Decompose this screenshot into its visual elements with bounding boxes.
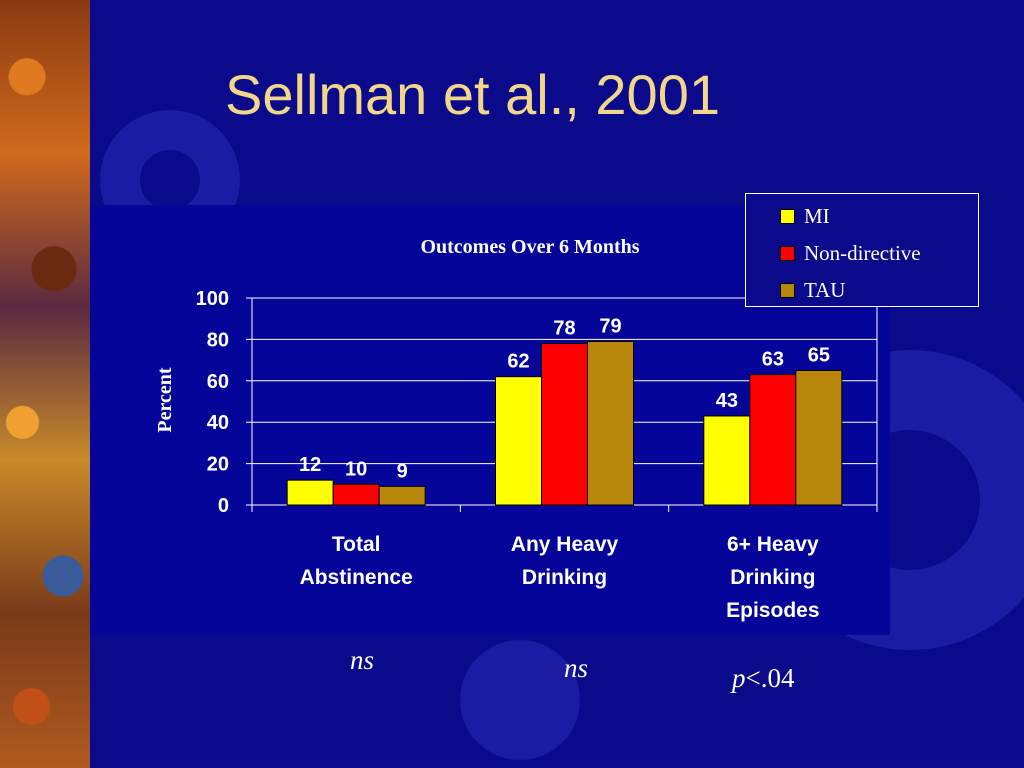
- bar: [795, 369, 843, 506]
- significance-rest: <.04: [745, 663, 795, 693]
- bar: [286, 479, 334, 506]
- data-label: 43: [716, 390, 738, 412]
- legend-label-non-directive: Non-directive: [804, 241, 921, 265]
- y-tick-label: 100: [196, 288, 229, 310]
- x-tick-label: Drinking: [522, 566, 607, 589]
- y-tick-label: 40: [207, 412, 229, 434]
- data-label: 62: [507, 351, 529, 373]
- bar: [703, 415, 751, 506]
- y-tick-label: 80: [207, 329, 229, 351]
- y-axis-label: Percent: [154, 367, 176, 432]
- significance-italic: ns: [564, 653, 589, 683]
- y-tick-label: 60: [207, 371, 229, 393]
- significance-italic: ns: [350, 645, 375, 675]
- significance-total-abstinence: ns: [350, 645, 374, 676]
- x-tick-label: Abstinence: [300, 566, 413, 589]
- chart-legend: MI Non-directive TAU: [745, 193, 979, 307]
- legend-item-mi: MI: [780, 204, 830, 229]
- chart-title: Outcomes Over 6 Months: [420, 236, 639, 258]
- data-label: 12: [299, 454, 321, 476]
- x-tick-label: Episodes: [726, 599, 819, 622]
- data-label: 10: [345, 458, 367, 480]
- bar: [332, 483, 380, 506]
- x-tick-label: 6+ Heavy: [727, 533, 819, 556]
- legend-label-mi: MI: [804, 204, 830, 228]
- legend-item-tau: TAU: [780, 278, 845, 303]
- legend-swatch-non-directive: [780, 245, 795, 261]
- y-tick-label: 0: [218, 495, 229, 517]
- bar: [749, 374, 797, 506]
- data-label: 65: [808, 344, 830, 366]
- bar: [495, 376, 542, 506]
- significance-italic: p: [732, 663, 746, 693]
- legend-swatch-mi: [780, 208, 795, 224]
- decorative-side-strip: [0, 0, 90, 768]
- legend-label-tau: TAU: [804, 278, 846, 302]
- data-label: 9: [397, 460, 408, 482]
- slide-title: Sellman et al., 2001: [225, 63, 720, 126]
- x-tick-label: Any Heavy: [511, 533, 619, 556]
- data-label: 78: [553, 318, 575, 340]
- data-label: 79: [599, 315, 621, 337]
- bar: [587, 340, 634, 506]
- data-label: 63: [762, 349, 784, 371]
- significance-heavy-drinking-episodes: p<.04: [732, 663, 794, 694]
- bar: [541, 343, 588, 506]
- legend-swatch-tau: [780, 282, 795, 298]
- x-tick-label: Total: [332, 533, 381, 556]
- x-tick-label: Drinking: [730, 566, 815, 589]
- y-tick-label: 20: [207, 454, 229, 476]
- significance-any-heavy-drinking: ns: [564, 653, 588, 684]
- bar: [378, 485, 426, 506]
- legend-item-non-directive: Non-directive: [780, 241, 921, 266]
